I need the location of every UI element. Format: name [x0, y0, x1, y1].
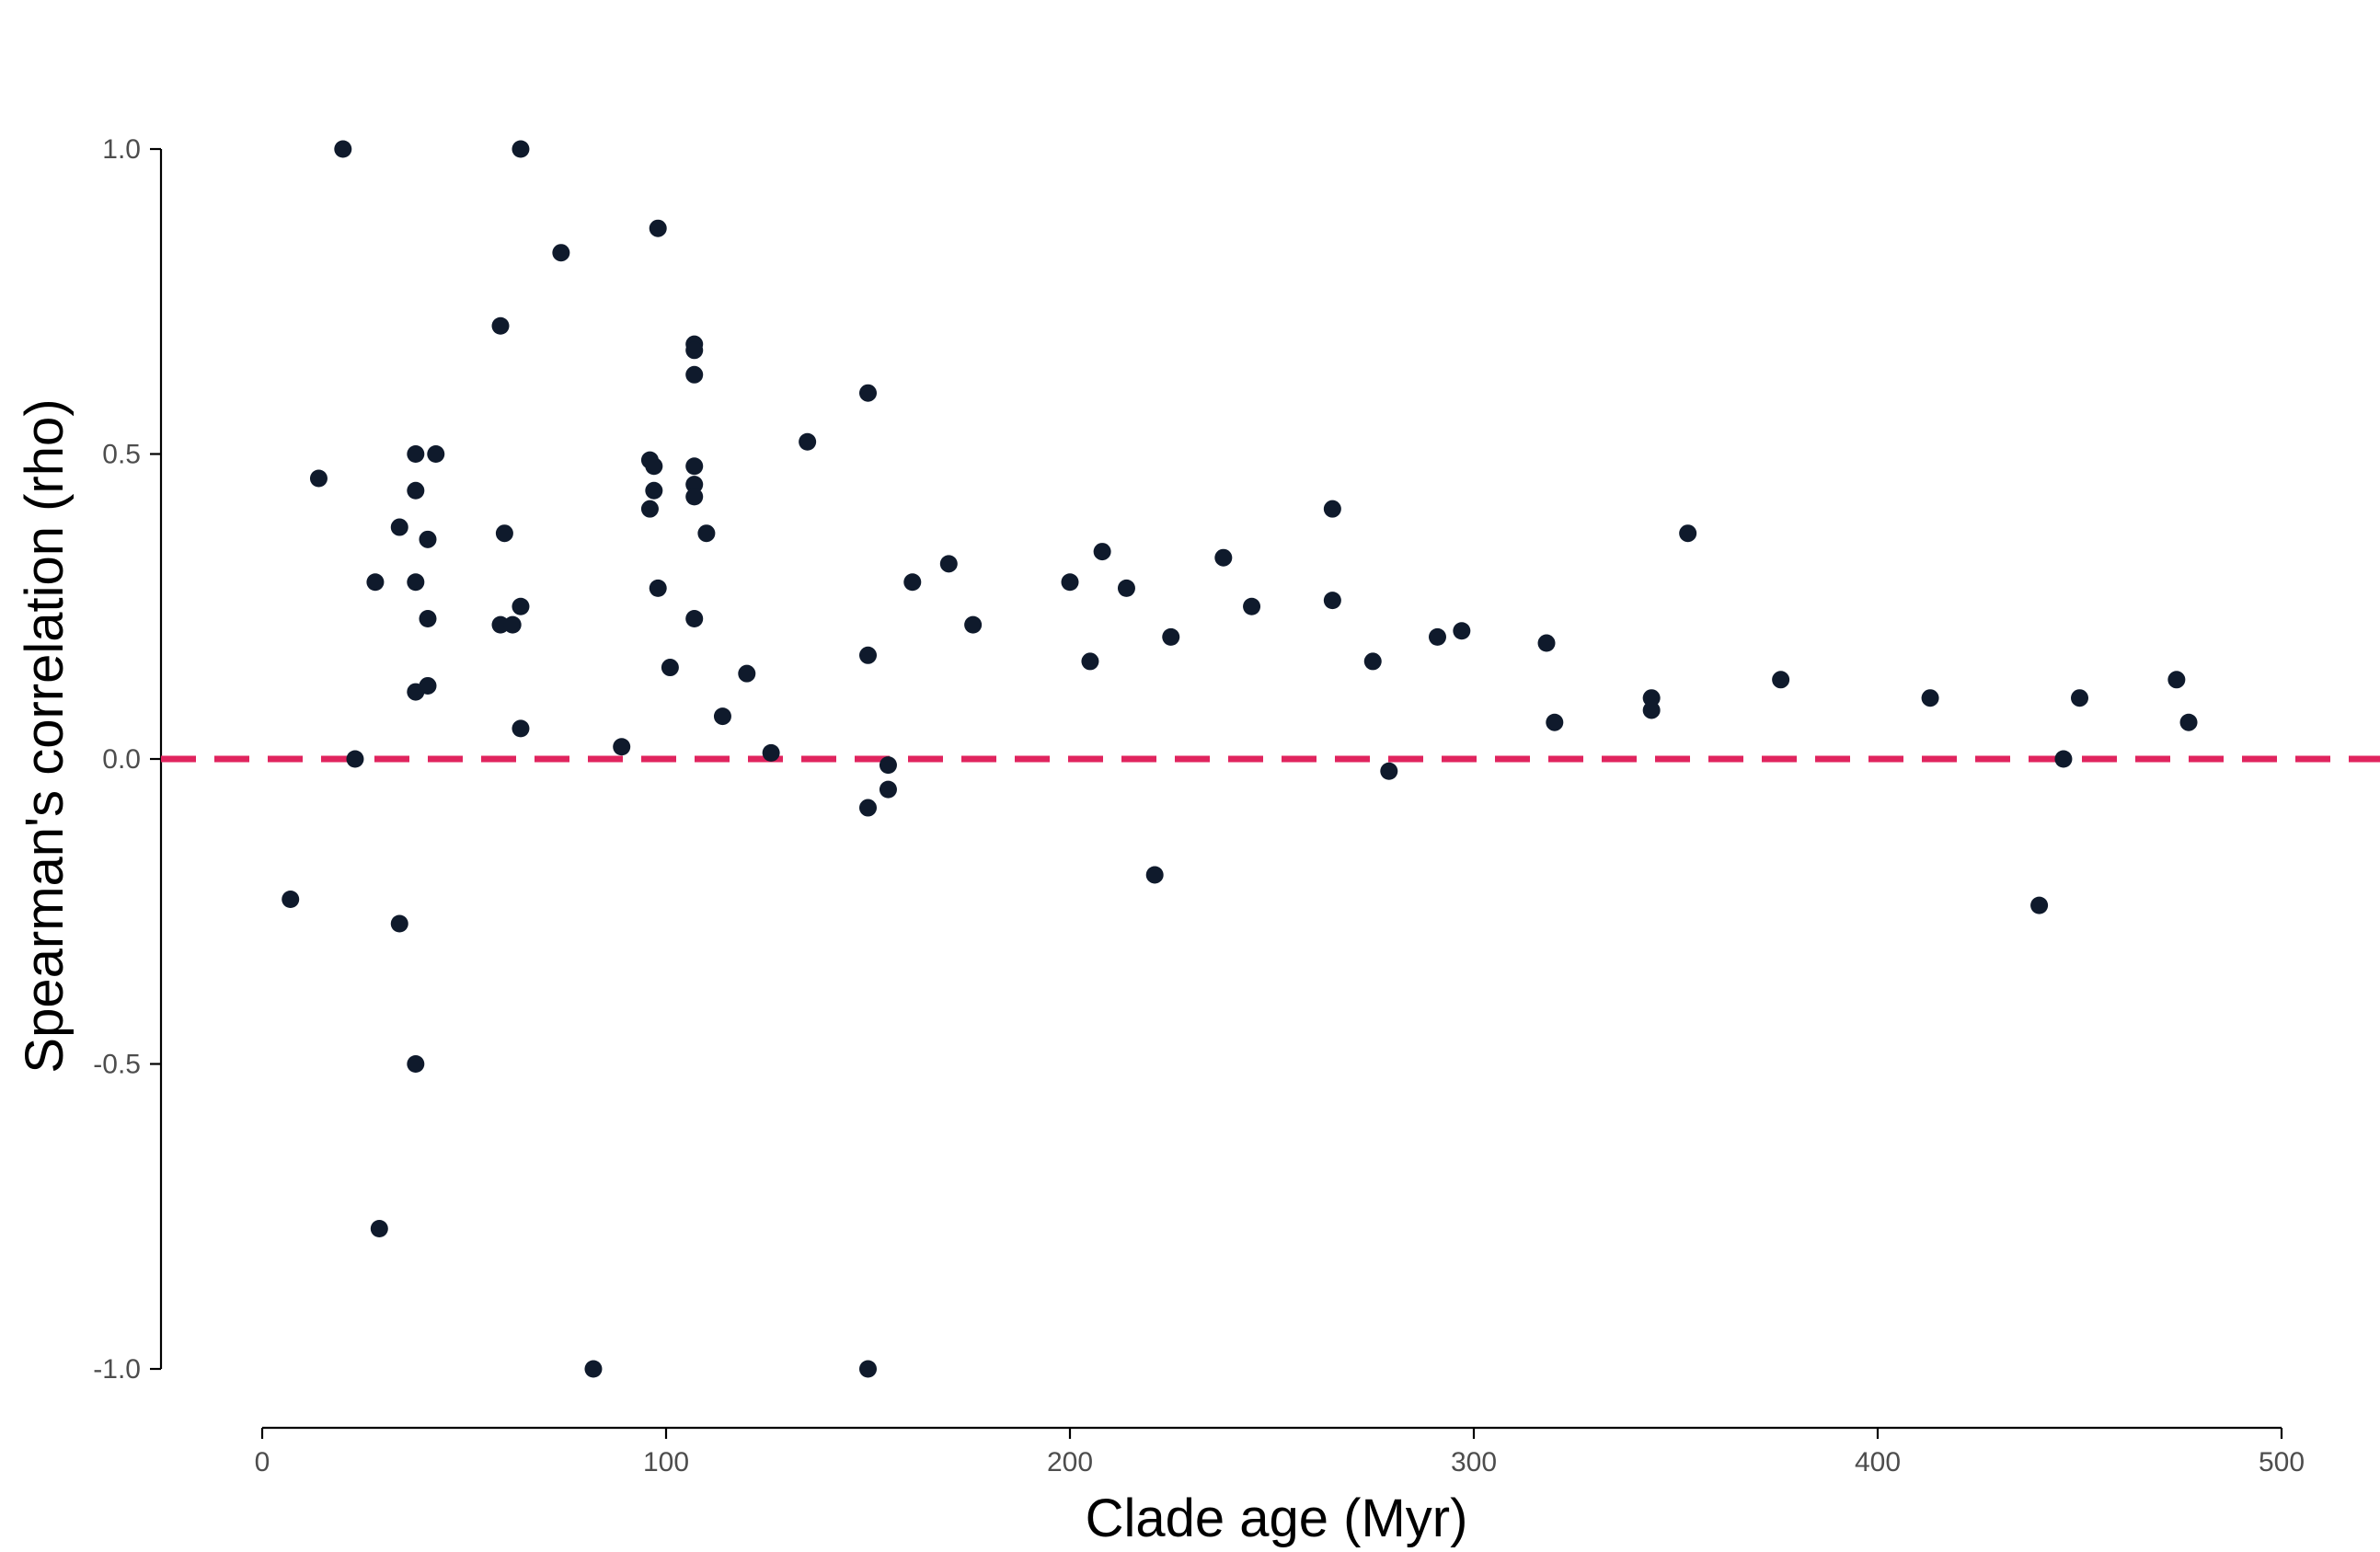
- data-point: [390, 518, 408, 536]
- data-point: [491, 316, 510, 335]
- data-point: [1679, 524, 1697, 543]
- data-point: [512, 140, 530, 158]
- data-point: [685, 365, 704, 384]
- x-axis-title: Clade age (Myr): [1086, 1489, 1468, 1548]
- data-point: [512, 719, 530, 738]
- data-point: [649, 579, 667, 597]
- data-point: [1453, 622, 1471, 640]
- data-point: [366, 573, 385, 592]
- data-point: [1380, 762, 1398, 780]
- data-point: [1363, 652, 1382, 671]
- data-point: [685, 476, 704, 494]
- data-point: [309, 469, 328, 488]
- axis-ticks: -1.0 -0.5 0.0 0.5 1.0 0 100 200 300 400 500: [93, 134, 2305, 1477]
- y-tick-label: -1.0: [93, 1354, 141, 1385]
- data-point: [613, 738, 631, 756]
- data-point: [685, 341, 704, 360]
- data-point: [2179, 713, 2198, 731]
- data-point: [661, 659, 679, 677]
- data-point: [1921, 689, 1939, 707]
- data-point: [762, 743, 780, 762]
- data-point: [713, 707, 731, 726]
- data-point: [491, 615, 510, 634]
- data-point: [1428, 627, 1446, 646]
- data-point: [407, 481, 425, 500]
- data-point: [1323, 500, 1341, 518]
- data-point: [1323, 592, 1341, 610]
- data-point: [1772, 671, 1790, 689]
- data-point: [370, 1220, 388, 1238]
- data-point: [1145, 866, 1164, 884]
- data-point: [1537, 634, 1556, 652]
- data-point: [1162, 627, 1180, 646]
- data-point: [859, 1360, 877, 1378]
- data-point: [859, 646, 877, 664]
- data-points: [282, 140, 2198, 1378]
- x-tick-label: 300: [1451, 1447, 1497, 1477]
- data-point: [1642, 689, 1661, 707]
- data-point: [1546, 713, 1564, 731]
- data-point: [738, 664, 756, 683]
- y-tick-label: 0.0: [102, 744, 141, 775]
- data-point: [799, 432, 817, 451]
- data-point: [645, 481, 663, 500]
- data-point: [859, 799, 877, 817]
- data-point: [879, 780, 897, 799]
- data-point: [1117, 579, 1135, 597]
- data-point: [879, 756, 897, 775]
- data-point: [419, 610, 437, 628]
- data-point: [1243, 597, 1261, 615]
- data-point: [1081, 652, 1099, 671]
- data-point: [903, 573, 922, 592]
- data-point: [859, 384, 877, 402]
- data-point: [282, 890, 300, 908]
- data-point: [649, 219, 667, 237]
- data-point: [697, 524, 716, 543]
- data-point: [2167, 671, 2186, 689]
- data-point: [640, 500, 659, 518]
- x-tick-label: 0: [255, 1447, 270, 1477]
- data-point: [685, 488, 704, 506]
- data-point: [964, 615, 983, 634]
- data-point: [1642, 701, 1661, 719]
- data-point: [407, 573, 425, 592]
- x-tick-label: 200: [1047, 1447, 1093, 1477]
- y-tick-label: 0.5: [102, 440, 141, 470]
- x-tick-label: 400: [1855, 1447, 1901, 1477]
- y-tick-label: -0.5: [93, 1050, 141, 1080]
- data-point: [584, 1360, 603, 1378]
- data-point: [495, 524, 513, 543]
- data-point: [2071, 689, 2088, 707]
- data-point: [2030, 896, 2049, 914]
- data-point: [1093, 543, 1111, 561]
- data-point: [645, 457, 663, 476]
- data-point: [685, 457, 704, 476]
- data-point: [1061, 573, 1079, 592]
- data-point: [390, 914, 408, 933]
- data-point: [407, 1055, 425, 1073]
- data-point: [2054, 750, 2073, 768]
- data-point: [685, 610, 704, 628]
- x-tick-label: 500: [2259, 1447, 2305, 1477]
- data-point: [427, 445, 445, 463]
- y-axis-title: Spearman's correlation (rho): [15, 398, 75, 1073]
- data-point: [419, 676, 437, 695]
- data-point: [407, 445, 425, 463]
- y-tick-label: 1.0: [102, 134, 141, 165]
- data-point: [512, 597, 530, 615]
- data-point: [939, 555, 958, 573]
- data-point: [346, 750, 364, 768]
- data-point: [503, 615, 522, 634]
- x-tick-label: 100: [643, 1447, 689, 1477]
- data-point: [334, 140, 352, 158]
- data-point: [552, 244, 570, 262]
- data-point: [1214, 548, 1233, 567]
- data-point: [419, 530, 437, 548]
